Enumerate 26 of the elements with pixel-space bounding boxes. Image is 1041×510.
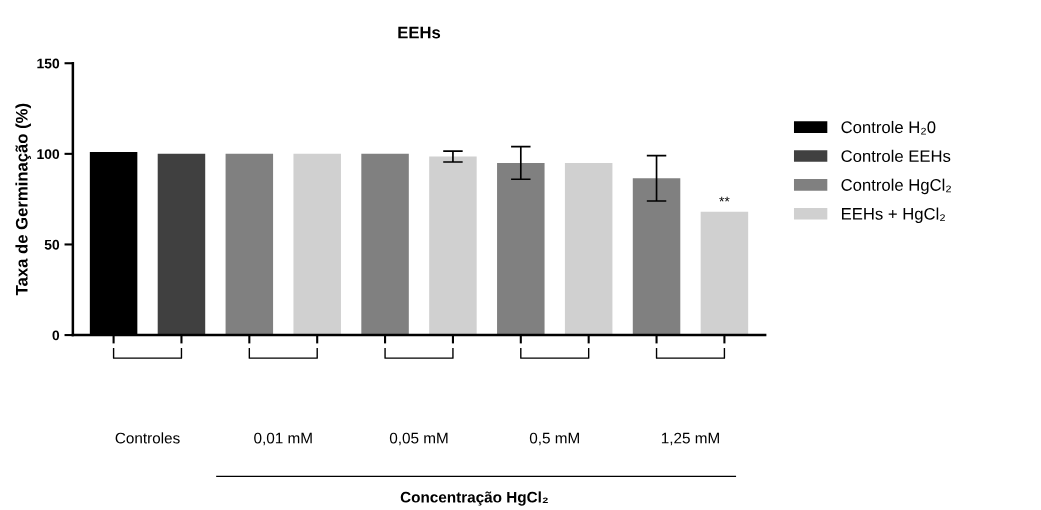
bar	[293, 153, 341, 336]
legend-label: EEHs + HgCl₂	[842, 207, 945, 224]
y-tick-label: 0	[52, 330, 60, 341]
chart-title: EEHs	[398, 26, 441, 39]
y-axis-title: Taxa de Germinação (%)	[15, 103, 31, 296]
x-tick-label: 0,01 mM	[254, 432, 312, 446]
bar	[632, 178, 681, 336]
x-tick-label: 0,05 mM	[389, 432, 448, 446]
x-tick-label: 0,5 mM	[529, 432, 579, 446]
bar	[429, 156, 477, 336]
y-tick-label: 50	[44, 239, 60, 250]
bar	[564, 162, 613, 336]
legend-label: Controle EEHs	[841, 149, 951, 163]
legend-label: Controle H₂0	[841, 120, 936, 135]
bar	[700, 211, 749, 336]
legend-label: Controle HgCl₂	[841, 178, 951, 195]
bar	[497, 162, 545, 336]
x-axis-title: Concentração HgCl₂	[400, 491, 548, 506]
y-tick-label: 100	[37, 149, 60, 160]
bar	[361, 153, 409, 336]
x-tick-label: Controles	[115, 432, 180, 444]
bar	[225, 153, 274, 336]
x-tick-label: 1,25 mM	[661, 432, 719, 446]
annotation: **	[719, 196, 730, 202]
y-tick-label: 150	[37, 58, 60, 69]
bar	[157, 153, 206, 336]
